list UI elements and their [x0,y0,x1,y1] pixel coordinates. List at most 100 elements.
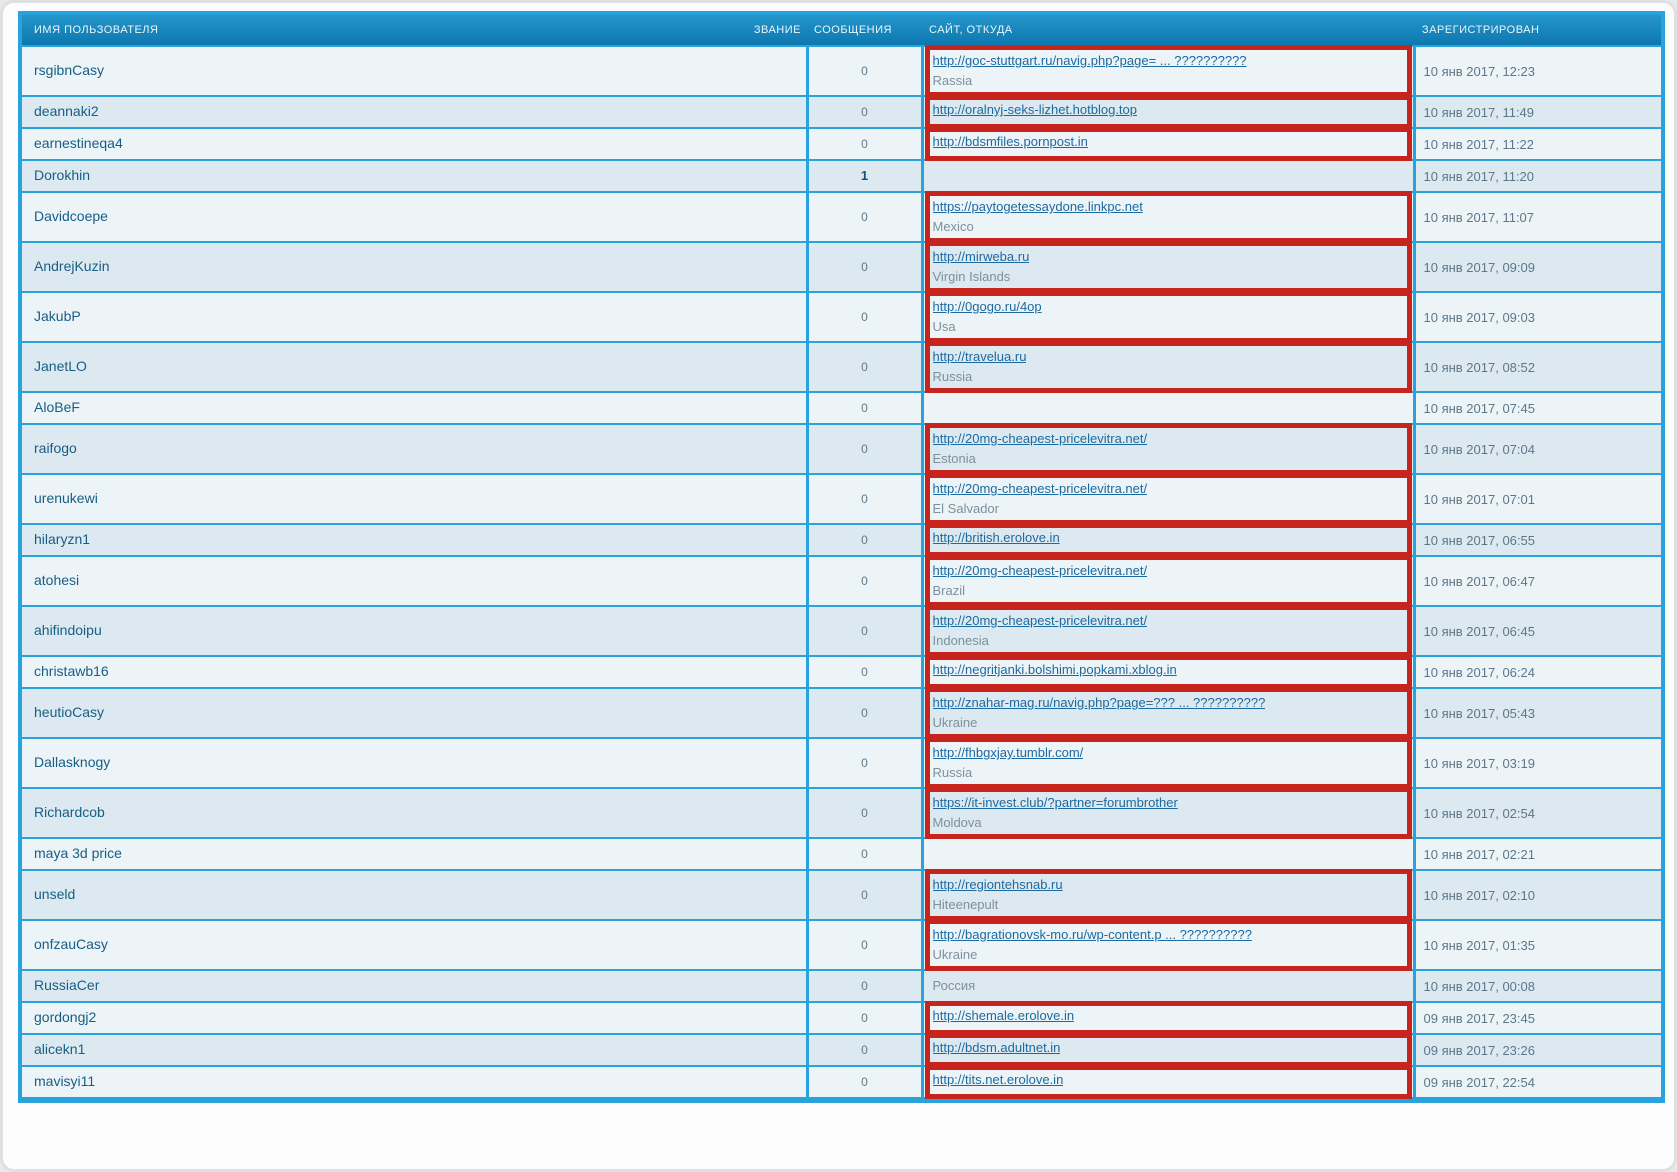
registered-cell: 10 янв 2017, 06:55 [1412,523,1663,556]
username-cell: JakubP [20,291,807,342]
username-link[interactable]: alicekn1 [34,1041,86,1057]
posts-count: 0 [861,979,868,993]
site-link[interactable]: http://british.erolove.in [932,530,1060,545]
site-link[interactable]: http://bdsm.adultnet.in [932,1040,1061,1055]
username-link[interactable]: Dorokhin [34,167,91,183]
site-cell: http://travelua.ru Russia [920,341,1414,393]
posts-cell: 0 [805,1065,922,1100]
site-cell: http://20mg-cheapest-pricelevitra.net/ I… [920,605,1414,657]
username-link[interactable]: Dallasknogy [34,754,111,770]
registered-cell: 09 янв 2017, 22:54 [1412,1065,1663,1100]
registered-cell: 10 янв 2017, 03:19 [1412,737,1663,788]
site-link[interactable]: http://tits.net.erolove.in [932,1072,1064,1087]
site-cell: http://regiontehsnab.ru Hiteenepult [920,869,1414,921]
column-header-username[interactable]: ИМЯ ПОЛЬЗОВАТЕЛЯ [34,24,159,36]
site-link[interactable]: http://fhbgxjay.tumblr.com/ [932,745,1084,760]
table-row: gordongj2 0 http://shemale.erolove.in 09… [20,1001,1663,1035]
username-cell: deannaki2 [20,95,807,128]
site-cell [920,391,1414,424]
username-link[interactable]: JakubP [34,308,81,324]
site-link[interactable]: http://mirweba.ru [932,249,1030,264]
site-link[interactable]: http://oralnyj-seks-lizhet.hotblog.top [932,102,1138,117]
username-link[interactable]: heutioCasy [34,704,105,720]
memberlist-table: ИМЯ ПОЛЬЗОВАТЕЛЯ ЗВАНИЕ СООБЩЕНИЯ САЙТ, … [18,11,1665,1103]
username-link[interactable]: Richardcob [34,804,105,820]
site-cell: https://paytogetessaydone.linkpc.net Mex… [920,191,1414,243]
site-link[interactable]: http://regiontehsnab.ru [932,877,1063,892]
posts-cell: 0 [805,787,922,838]
username-link[interactable]: christawb16 [34,663,109,679]
registered-cell: 10 янв 2017, 11:22 [1412,127,1663,160]
username-link[interactable]: ahifindoipu [34,622,102,638]
username-link[interactable]: earnestineqa4 [34,135,123,151]
username-link[interactable]: maya 3d price [34,845,122,861]
site-link[interactable]: http://goc-stuttgart.ru/navig.php?page= … [932,53,1247,68]
username-link[interactable]: deannaki2 [34,103,99,119]
site-link[interactable]: http://shemale.erolove.in [932,1008,1075,1023]
registered-cell: 10 янв 2017, 07:01 [1412,473,1663,524]
posts-count: 0 [861,665,868,679]
site-link[interactable]: http://0gogo.ru/4op [932,299,1042,314]
username-cell: Dallasknogy [20,737,807,788]
site-cell: http://bdsm.adultnet.in [920,1033,1414,1067]
posts-cell: 0 [805,687,922,738]
username-link[interactable]: hilaryzn1 [34,531,91,547]
table-row: Dorokhin 1 10 янв 2017, 11:20 [20,159,1663,192]
column-header-registered[interactable]: ЗАРЕГИСТРИРОВАН [1414,13,1663,46]
location-text: Usa [932,319,956,334]
username-link[interactable]: urenukewi [34,490,98,506]
site-cell [920,159,1414,192]
username-cell: earnestineqa4 [20,127,807,160]
posts-count: 0 [861,442,868,456]
location-text: Ukraine [932,947,978,962]
site-link[interactable]: http://20mg-cheapest-pricelevitra.net/ [932,613,1148,628]
username-link[interactable]: gordongj2 [34,1009,97,1025]
username-link[interactable]: unseld [34,886,76,902]
posts-count: 0 [861,1011,868,1025]
column-header-rank[interactable]: ЗВАНИЕ [753,24,801,36]
username-cell: raifogo [20,423,807,474]
username-link[interactable]: onfzauCasy [34,936,108,952]
location-text: Russia [932,369,973,384]
username-cell: hilaryzn1 [20,523,807,556]
column-header-site[interactable]: САЙТ, ОТКУДА [922,13,1414,46]
posts-cell: 0 [805,869,922,920]
username-link[interactable]: AloBeF [34,399,80,415]
posts-cell: 0 [805,127,922,160]
posts-cell: 0 [805,391,922,424]
site-cell: http://20mg-cheapest-pricelevitra.net/ E… [920,473,1414,525]
username-link[interactable]: RussiaCer [34,977,100,993]
registered-cell: 10 янв 2017, 07:45 [1412,391,1663,424]
site-link[interactable]: http://20mg-cheapest-pricelevitra.net/ [932,563,1148,578]
posts-cell: 0 [805,523,922,556]
posts-count[interactable]: 1 [860,168,869,183]
site-link[interactable]: http://20mg-cheapest-pricelevitra.net/ [932,481,1148,496]
username-link[interactable]: Davidcoepe [34,208,108,224]
site-cell: http://oralnyj-seks-lizhet.hotblog.top [920,95,1414,129]
column-header-posts[interactable]: СООБЩЕНИЯ [807,13,922,46]
registered-cell: 10 янв 2017, 09:03 [1412,291,1663,342]
username-link[interactable]: JanetLO [34,358,87,374]
registered-cell: 10 янв 2017, 09:09 [1412,241,1663,292]
site-link[interactable]: http://bdsmfiles.pornpost.in [932,134,1088,149]
site-link[interactable]: http://20mg-cheapest-pricelevitra.net/ [932,431,1148,446]
site-link[interactable]: http://znahar-mag.ru/navig.php?page=??? … [932,695,1266,710]
username-link[interactable]: rsgibnCasy [34,62,105,78]
site-link[interactable]: https://it-invest.club/?partner=forumbro… [932,795,1178,810]
username-link[interactable]: atohesi [34,572,80,588]
posts-count: 0 [861,401,868,415]
registered-cell: 10 янв 2017, 06:47 [1412,555,1663,606]
username-link[interactable]: mavisyi11 [34,1073,96,1089]
site-cell: http://mirweba.ru Virgin Islands [920,241,1414,293]
site-link[interactable]: http://negritjanki.bolshimi.popkami.xblo… [932,662,1177,677]
site-link[interactable]: http://bagrationovsk-mo.ru/wp-content.p … [932,927,1252,942]
username-link[interactable]: raifogo [34,440,77,456]
username-link[interactable]: AndrejKuzin [34,258,110,274]
site-link[interactable]: http://travelua.ru [932,349,1027,364]
posts-count: 0 [861,260,868,274]
site-link[interactable]: https://paytogetessaydone.linkpc.net [932,199,1143,214]
posts-count: 0 [861,624,868,638]
header-cell-username: ИМЯ ПОЛЬЗОВАТЕЛЯ ЗВАНИЕ [20,13,807,46]
table-row: onfzauCasy 0 http://bagrationovsk-mo.ru/… [20,919,1663,971]
